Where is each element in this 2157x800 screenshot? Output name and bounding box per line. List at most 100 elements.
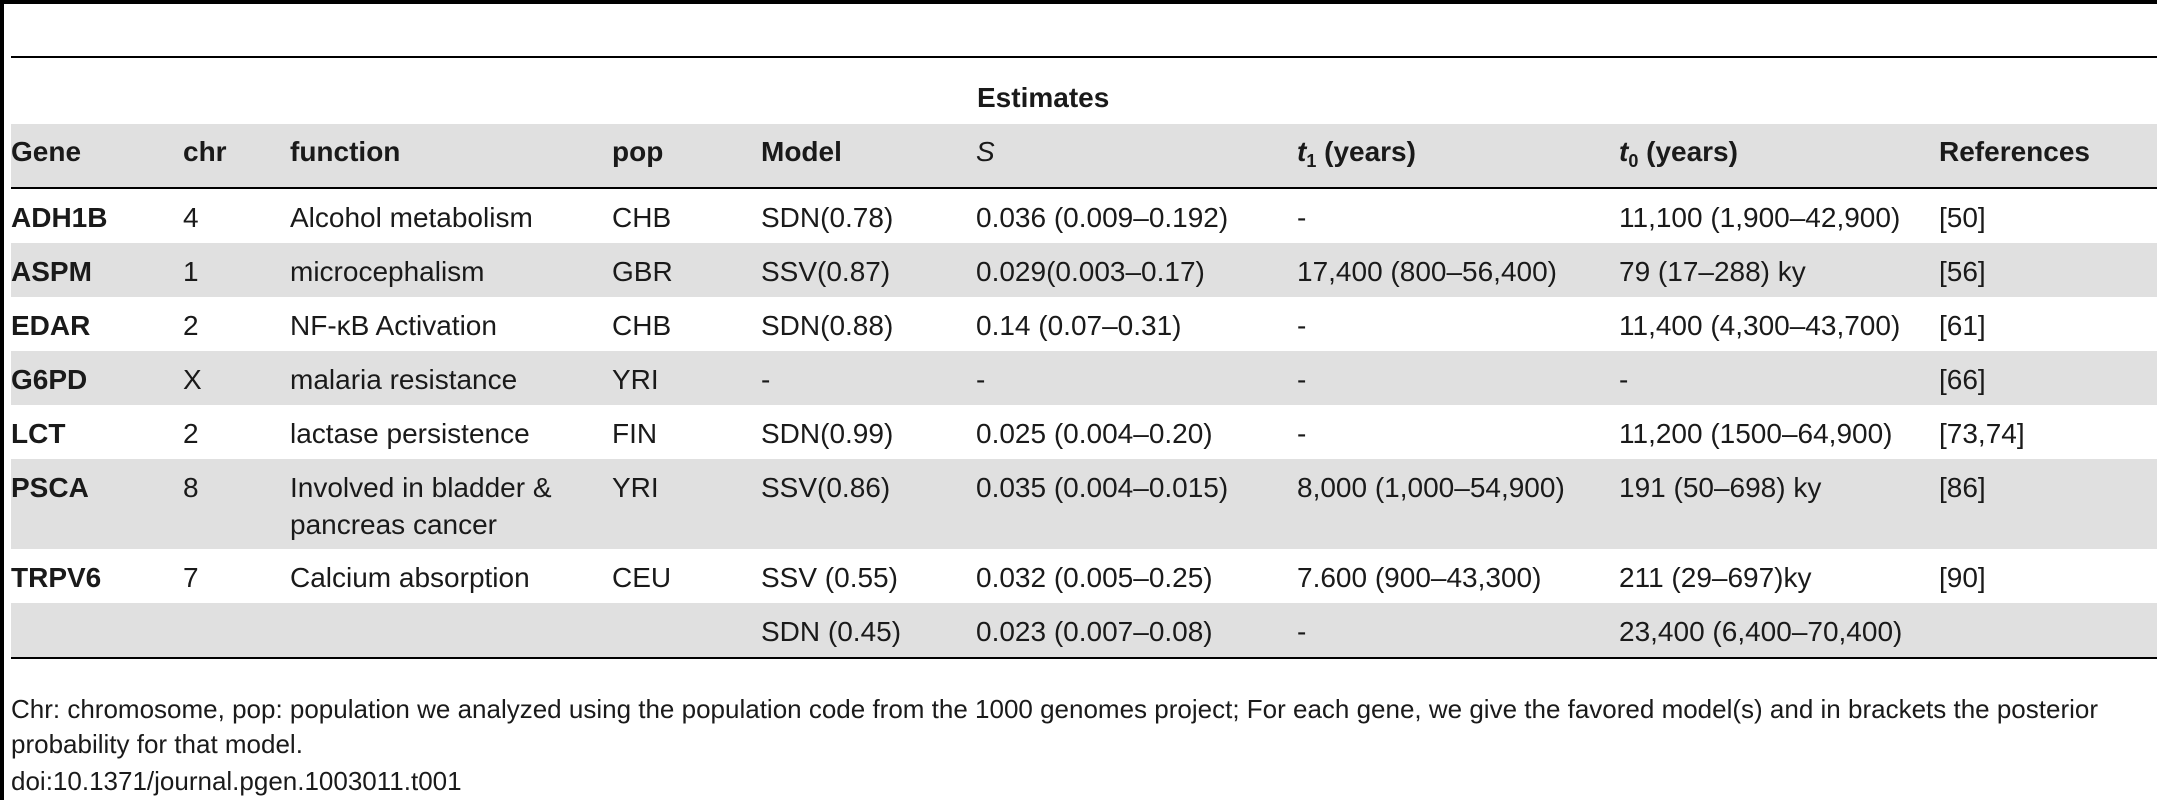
- cell-gene: TRPV6: [11, 562, 102, 593]
- cell-gene: [11, 603, 183, 613]
- estimates-header: Estimates: [977, 82, 1110, 113]
- cell-t1: 17,400 (800–56,400): [1297, 256, 1557, 287]
- cell-s: 0.035 (0.004–0.015): [976, 472, 1229, 503]
- col-header-pop: pop: [612, 136, 664, 167]
- cell-gene: EDAR: [11, 310, 91, 341]
- cell-s: -: [976, 364, 986, 395]
- cell-t0: 11,100 (1,900–42,900): [1619, 202, 1901, 233]
- cell-s: 0.14 (0.07–0.31): [976, 310, 1182, 341]
- table-row: ADH1B 4 Alcohol metabolism CHB SDN(0.78)…: [11, 189, 2157, 243]
- col-header-references: References: [1939, 136, 2090, 167]
- col-header-t0: t0 (years): [1619, 124, 1939, 170]
- cell-gene: ASPM: [11, 256, 92, 287]
- cell-t1: -: [1297, 418, 1307, 449]
- cell-t1: -: [1297, 364, 1307, 395]
- table-header-row: Gene chr function pop Model S t1 (years)…: [11, 124, 2157, 187]
- cell-pop: YRI: [612, 364, 659, 395]
- col-header-gene: Gene: [11, 136, 82, 167]
- col-header-chr: chr: [183, 136, 227, 167]
- cell-s: 0.032 (0.005–0.25): [976, 562, 1213, 593]
- cell-model: SSV (0.55): [761, 562, 898, 593]
- cell-model: SDN(0.99): [761, 418, 894, 449]
- t1-unit: (years): [1316, 136, 1416, 167]
- table-row: G6PD X malaria resistance YRI - - - - [6…: [11, 351, 2157, 405]
- cell-gene: G6PD: [11, 364, 88, 395]
- cell-model: SDN(0.78): [761, 202, 894, 233]
- table-row: ASPM 1 microcephalism GBR SSV(0.87) 0.02…: [11, 243, 2157, 297]
- t1-subscript: 1: [1306, 151, 1317, 171]
- cell-reference: [1939, 603, 2157, 613]
- cell-s: 0.025 (0.004–0.20): [976, 418, 1213, 449]
- cell-model: -: [761, 364, 771, 395]
- cell-t1: -: [1297, 202, 1307, 233]
- cell-reference: [66]: [1939, 364, 1986, 395]
- cell-function-line: Involved in bladder &: [290, 472, 552, 503]
- cell-t1: 8,000 (1,000–54,900): [1297, 472, 1565, 503]
- header-bottom-rule: [11, 187, 2157, 189]
- cell-function: Calcium absorption: [290, 562, 530, 593]
- col-header-model: Model: [761, 136, 842, 167]
- cell-function: Alcohol metabolism: [290, 202, 533, 233]
- cell-chr: 7: [183, 562, 199, 593]
- doi-link[interactable]: doi:10.1371/journal.pgen.1003011.t001: [11, 766, 462, 796]
- cell-t0: 79 (17–288) ky: [1619, 256, 1806, 287]
- cell-model: SSV(0.86): [761, 472, 891, 503]
- cell-function: [290, 603, 612, 613]
- table-bottom-rule: [11, 657, 2157, 659]
- cell-chr: X: [183, 364, 202, 395]
- cell-function: Involved in bladder & pancreas cancer: [290, 459, 612, 543]
- cell-s: 0.036 (0.009–0.192): [976, 202, 1229, 233]
- cell-t0: 191 (50–698) ky: [1619, 472, 1822, 503]
- cell-function: microcephalism: [290, 256, 485, 287]
- cell-function: malaria resistance: [290, 364, 518, 395]
- cell-pop: GBR: [612, 256, 673, 287]
- cell-pop: [612, 603, 761, 613]
- cell-reference: [50]: [1939, 202, 1986, 233]
- cell-t0: -: [1619, 364, 1629, 395]
- data-table: Estimates Gene chr function pop Model S …: [11, 56, 2157, 659]
- table-row: EDAR 2 NF-κB Activation CHB SDN(0.88) 0.…: [11, 297, 2157, 351]
- top-rule: [0, 0, 2157, 4]
- cell-gene: PSCA: [11, 472, 89, 503]
- cell-chr: 2: [183, 418, 199, 449]
- t0-unit: (years): [1638, 136, 1738, 167]
- cell-chr: 4: [183, 202, 199, 233]
- cell-t0: 23,400 (6,400–70,400): [1619, 616, 1903, 647]
- t1-symbol: t: [1297, 136, 1307, 167]
- table-row: PSCA 8 Involved in bladder & pancreas ca…: [11, 459, 2157, 549]
- cell-t1: 7.600 (900–43,300): [1297, 562, 1542, 593]
- cell-reference: [86]: [1939, 472, 1986, 503]
- cell-chr: [183, 603, 290, 613]
- cell-t0: 211 (29–697)ky: [1619, 562, 1812, 593]
- cell-model: SDN(0.88): [761, 310, 894, 341]
- cell-reference: [73,74]: [1939, 418, 2025, 449]
- cell-function: lactase persistence: [290, 418, 530, 449]
- cell-chr: 1: [183, 256, 199, 287]
- cell-t1: -: [1297, 310, 1307, 341]
- cell-reference: [90]: [1939, 562, 1986, 593]
- cell-t0: 11,400 (4,300–43,700): [1619, 310, 1901, 341]
- cell-model: SSV(0.87): [761, 256, 891, 287]
- table-footnote: Chr: chromosome, pop: population we anal…: [11, 694, 2098, 759]
- cell-chr: 8: [183, 472, 199, 503]
- cell-reference: [56]: [1939, 256, 1986, 287]
- cell-pop: FIN: [612, 418, 658, 449]
- cell-t0: 11,200 (1500–64,900): [1619, 418, 1893, 449]
- cell-gene: ADH1B: [11, 202, 108, 233]
- cell-pop: CHB: [612, 310, 672, 341]
- cell-pop: YRI: [612, 472, 659, 503]
- cell-function: NF-κB Activation: [290, 310, 497, 341]
- cell-pop: CHB: [612, 202, 672, 233]
- cell-gene: LCT: [11, 418, 66, 449]
- left-border: [0, 0, 4, 800]
- table-row: SDN (0.45) 0.023 (0.007–0.08) - 23,400 (…: [11, 603, 2157, 657]
- cell-model: SDN (0.45): [761, 616, 902, 647]
- table-row: TRPV6 7 Calcium absorption CEU SSV (0.55…: [11, 549, 2157, 603]
- table-top-rule: [11, 56, 2157, 58]
- cell-s: 0.023 (0.007–0.08): [976, 616, 1213, 647]
- group-header-row: Estimates: [11, 58, 2157, 124]
- col-header-function: function: [290, 136, 401, 167]
- cell-t1: -: [1297, 616, 1307, 647]
- cell-reference: [61]: [1939, 310, 1986, 341]
- table-row: LCT 2 lactase persistence FIN SDN(0.99) …: [11, 405, 2157, 459]
